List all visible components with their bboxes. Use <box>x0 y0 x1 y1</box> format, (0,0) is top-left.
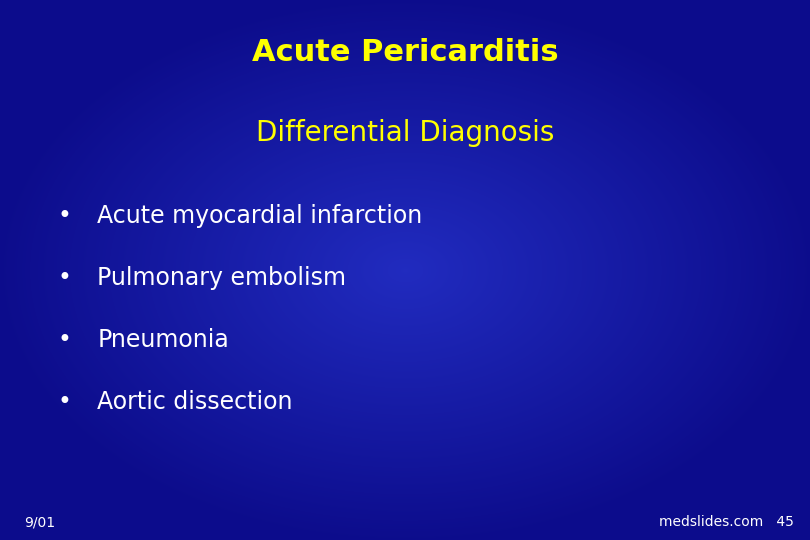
Text: medslides.com   45: medslides.com 45 <box>659 515 794 529</box>
Text: Pneumonia: Pneumonia <box>97 328 229 352</box>
Text: Pulmonary embolism: Pulmonary embolism <box>97 266 346 290</box>
Text: Acute myocardial infarction: Acute myocardial infarction <box>97 204 423 228</box>
Text: Acute Pericarditis: Acute Pericarditis <box>252 38 558 67</box>
Text: 9/01: 9/01 <box>24 515 55 529</box>
Text: •: • <box>58 266 72 290</box>
Text: •: • <box>58 328 72 352</box>
Text: •: • <box>58 390 72 414</box>
Text: Differential Diagnosis: Differential Diagnosis <box>256 119 554 147</box>
Text: •: • <box>58 204 72 228</box>
Text: Aortic dissection: Aortic dissection <box>97 390 292 414</box>
